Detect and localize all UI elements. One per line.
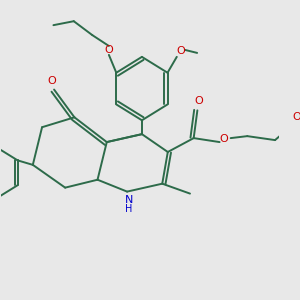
Text: N: N <box>125 194 133 205</box>
Text: O: O <box>104 45 113 55</box>
Text: O: O <box>220 134 229 144</box>
Text: H: H <box>125 204 133 214</box>
Text: O: O <box>195 97 204 106</box>
Text: O: O <box>293 112 300 122</box>
Text: O: O <box>48 76 57 85</box>
Text: O: O <box>176 46 185 56</box>
